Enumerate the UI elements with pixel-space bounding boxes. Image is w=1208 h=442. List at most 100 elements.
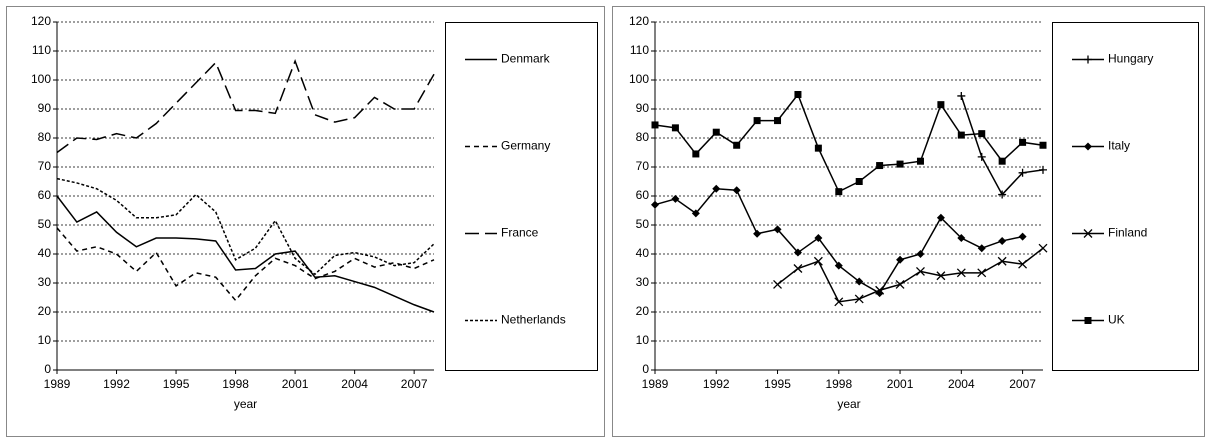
marker <box>834 261 843 270</box>
marker <box>651 121 659 129</box>
y-tick-label: 120 <box>629 14 649 28</box>
marker <box>1019 138 1027 146</box>
marker <box>875 285 885 295</box>
marker <box>916 250 925 258</box>
marker <box>834 297 844 307</box>
marker <box>793 248 802 257</box>
marker <box>1084 55 1092 64</box>
marker <box>671 194 680 203</box>
marker <box>936 213 945 222</box>
x-tick-label: 2007 <box>1009 377 1036 391</box>
marker <box>813 256 823 266</box>
y-tick-label: 90 <box>38 101 52 115</box>
y-tick-label: 30 <box>636 275 650 289</box>
y-tick-label: 60 <box>636 188 650 202</box>
marker <box>691 209 700 218</box>
y-tick-label: 80 <box>636 130 650 144</box>
marker <box>998 190 1007 199</box>
y-tick-label: 20 <box>636 304 650 318</box>
y-tick-label: 40 <box>636 246 650 260</box>
x-axis-title: year <box>234 397 257 411</box>
marker <box>1039 165 1047 174</box>
marker <box>733 141 741 149</box>
marker <box>774 117 782 125</box>
y-tick-label: 20 <box>38 304 52 318</box>
marker <box>896 160 904 168</box>
marker <box>937 101 945 109</box>
legend-label: France <box>501 226 539 240</box>
series-line <box>777 247 1044 303</box>
marker <box>1083 229 1093 238</box>
legend-label: Hungary <box>1108 52 1153 66</box>
marker <box>814 234 823 243</box>
marker <box>936 271 946 281</box>
y-tick-label: 100 <box>629 72 649 86</box>
marker <box>732 186 741 195</box>
x-tick-label: 1998 <box>222 377 249 391</box>
marker <box>712 184 721 193</box>
marker <box>876 162 884 170</box>
y-tick-label: 70 <box>636 159 650 173</box>
x-tick-label: 2007 <box>401 377 428 391</box>
x-tick-label: 1992 <box>103 377 130 391</box>
y-tick-label: 90 <box>636 101 650 115</box>
marker <box>753 117 761 125</box>
marker <box>956 268 966 278</box>
marker <box>712 128 720 136</box>
marker <box>773 279 782 289</box>
x-tick-label: 1995 <box>163 377 190 391</box>
series-line <box>56 177 435 276</box>
marker <box>814 144 822 152</box>
marker <box>855 178 863 185</box>
marker <box>978 130 986 138</box>
y-tick-label: 70 <box>38 159 52 173</box>
y-tick-label: 50 <box>636 217 650 231</box>
marker <box>1084 142 1092 151</box>
marker <box>854 294 864 304</box>
y-tick-label: 30 <box>38 275 52 289</box>
x-tick-label: 1992 <box>703 377 730 391</box>
marker <box>916 157 924 165</box>
legend-label: Italy <box>1108 139 1130 153</box>
legend-label: Finland <box>1108 226 1147 240</box>
marker <box>773 225 782 234</box>
marker <box>651 200 659 209</box>
y-tick-label: 80 <box>38 130 52 144</box>
x-tick-label: 2001 <box>887 377 914 391</box>
marker <box>957 234 966 243</box>
marker <box>998 236 1007 245</box>
marker <box>998 157 1006 165</box>
marker <box>671 124 679 132</box>
legend-box <box>445 22 598 371</box>
marker <box>977 244 986 253</box>
y-tick-label: 10 <box>38 333 52 347</box>
y-tick-label: 0 <box>44 362 51 376</box>
y-tick-label: 60 <box>38 188 52 202</box>
y-tick-label: 50 <box>38 217 52 231</box>
marker <box>753 229 762 238</box>
legend-label: Denmark <box>501 52 551 66</box>
marker <box>997 256 1007 266</box>
legend-box <box>1052 22 1199 371</box>
y-tick-label: 110 <box>630 43 649 57</box>
marker <box>957 91 966 100</box>
marker <box>855 277 864 286</box>
y-tick-label: 120 <box>31 14 51 28</box>
x-tick-label: 1989 <box>44 377 71 391</box>
x-axis-title: year <box>837 397 860 411</box>
marker <box>1039 141 1047 149</box>
series-line <box>56 227 435 302</box>
marker <box>1018 232 1027 241</box>
marker <box>794 91 802 98</box>
marker <box>835 188 843 196</box>
marker <box>957 131 965 139</box>
marker <box>1018 259 1028 269</box>
marker <box>896 255 905 264</box>
y-tick-label: 10 <box>636 333 650 347</box>
marker <box>977 152 986 161</box>
marker <box>1038 243 1048 253</box>
marker <box>977 268 987 278</box>
series-line <box>56 195 435 313</box>
